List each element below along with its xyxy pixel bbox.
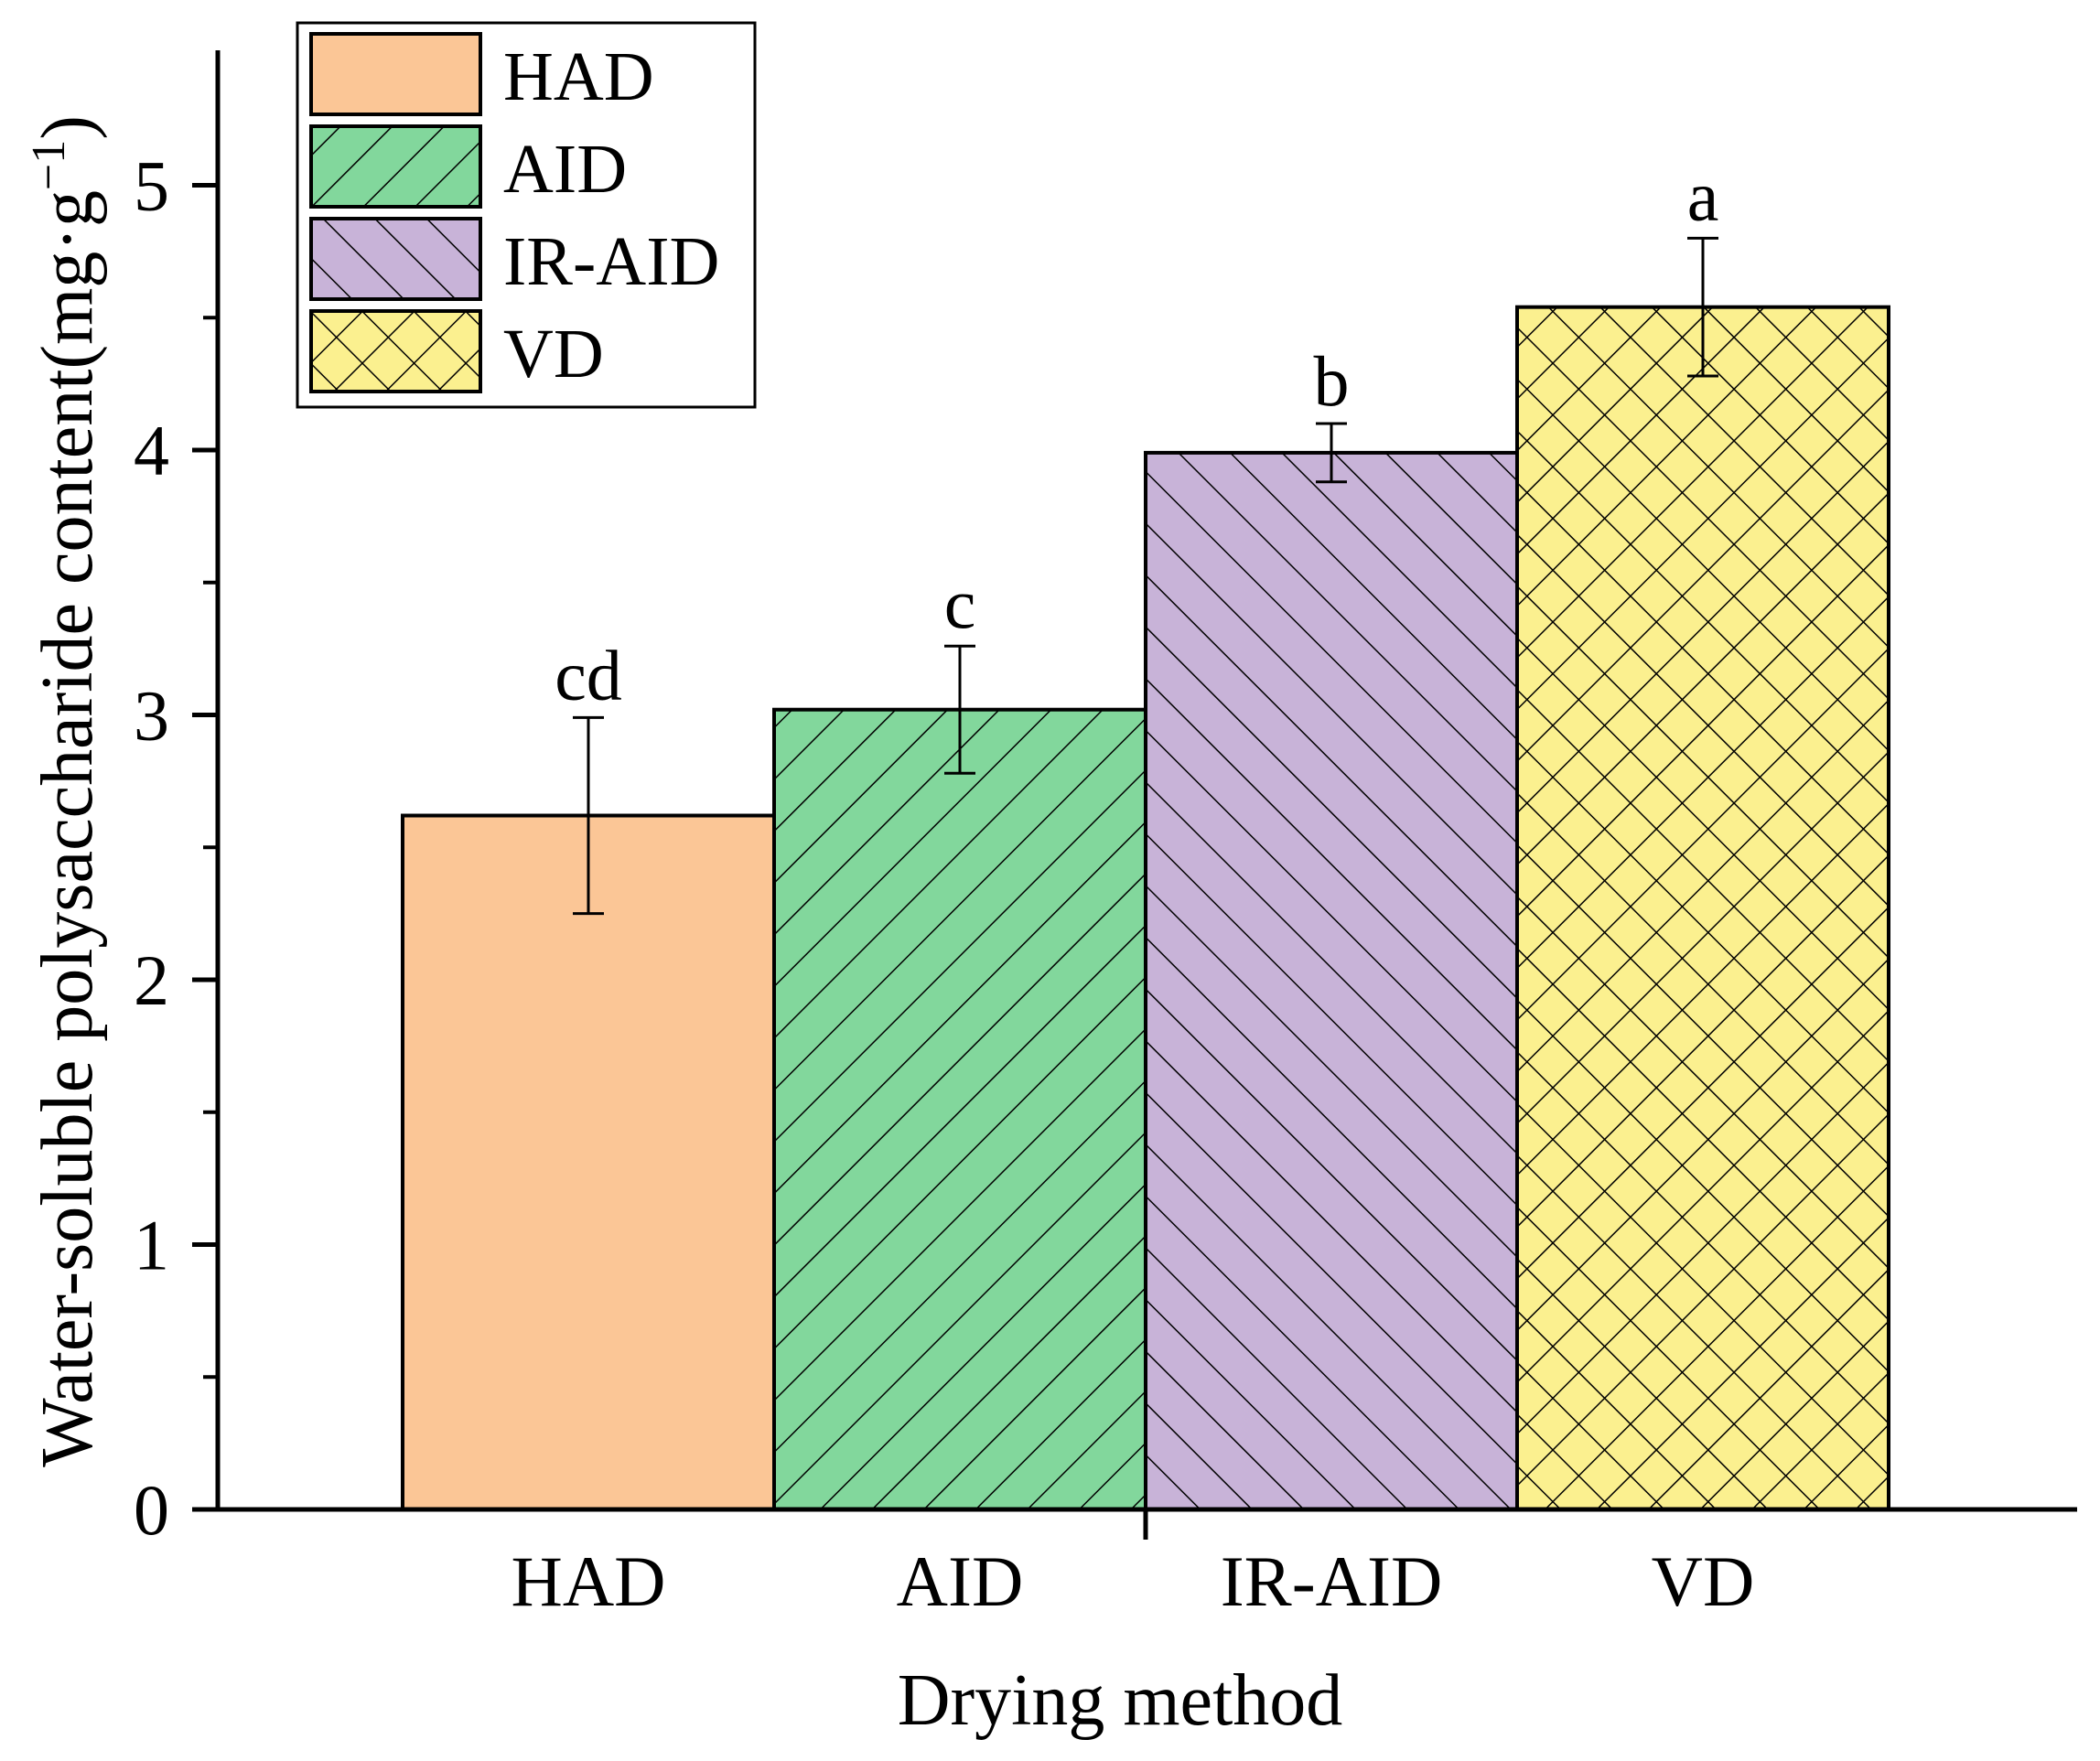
bar-pattern-ir-aid	[1146, 452, 1517, 1509]
y-axis-title-superscript: −1	[23, 140, 75, 190]
bar-pattern-aid	[774, 709, 1146, 1509]
legend-label-had: HAD	[503, 38, 654, 115]
y-tick-label-3: 3	[134, 676, 169, 756]
legend-swatch-had	[311, 34, 480, 114]
legend-item-had: HAD	[309, 32, 654, 116]
y-tick-labels: 0 1 2 3 4 5	[134, 146, 169, 1551]
bars-layer	[401, 305, 1890, 1511]
y-axis	[192, 50, 221, 1512]
significance-label-vd: a	[1687, 156, 1719, 235]
y-tick-label-4: 4	[134, 411, 169, 490]
bar-had	[403, 815, 774, 1509]
legend-item-ir-aid: IR-AID	[309, 217, 719, 301]
significance-label-ir-aid: b	[1314, 341, 1350, 421]
error-bar-ir-aid	[1316, 422, 1347, 484]
x-axis	[216, 1507, 2077, 1540]
y-axis-title-close: )	[27, 115, 108, 140]
y-tick-label-1: 1	[134, 1206, 169, 1285]
x-tick-label-aid: AID	[897, 1541, 1024, 1621]
y-axis-title: Water-soluble polysaccharide content(mg·…	[23, 115, 108, 1467]
x-tick-labels: HAD AID IR-AID VD	[512, 1541, 1755, 1621]
y-tick-label-0: 0	[134, 1470, 169, 1550]
legend-item-aid: AID	[309, 124, 627, 209]
y-tick-label-5: 5	[134, 146, 169, 226]
legend-label-ir-aid: IR-AID	[503, 223, 719, 300]
legend: HAD AID IR-AID VD	[296, 21, 757, 409]
legend-label-aid: AID	[503, 131, 627, 208]
x-axis-title: Drying method	[898, 1660, 1343, 1741]
significance-labels: cd c b a	[555, 156, 1718, 714]
significance-label-aid: c	[944, 564, 976, 643]
legend-item-vd: VD	[309, 309, 604, 393]
significance-label-had: cd	[555, 635, 622, 714]
x-tick-label-ir-aid: IR-AID	[1221, 1541, 1443, 1621]
x-tick-label-had: HAD	[512, 1541, 666, 1621]
error-bar-had	[573, 715, 604, 916]
x-tick-label-vd: VD	[1652, 1541, 1755, 1621]
y-axis-title-main: Water-soluble polysaccharide content(mg·…	[27, 190, 108, 1467]
error-bar-vd	[1687, 236, 1718, 378]
y-tick-label-2: 2	[134, 940, 169, 1020]
legend-label-vd: VD	[503, 316, 604, 392]
error-bars-layer	[573, 236, 1718, 916]
bar-pattern-vd	[1517, 306, 1889, 1509]
error-bar-aid	[944, 644, 975, 775]
